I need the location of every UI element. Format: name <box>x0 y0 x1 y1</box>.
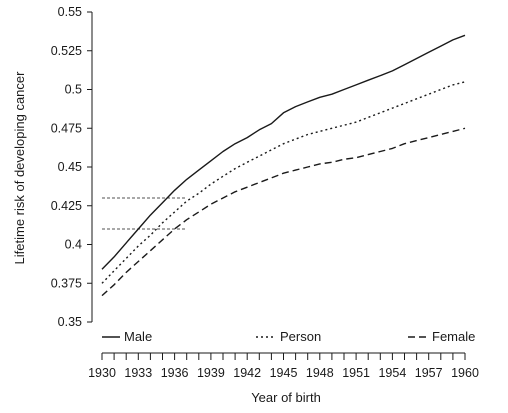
x-tick-label: 1930 <box>88 366 116 380</box>
x-tick-label: 1933 <box>124 366 152 380</box>
x-tick-label: 1939 <box>197 366 225 380</box>
y-axis-title: Lifetime risk of developing cancer <box>12 71 27 265</box>
series-line-female <box>101 127 466 297</box>
legend: Male Person Female <box>102 329 475 344</box>
reference-guides <box>102 197 187 230</box>
y-tick-label: 0.525 <box>51 44 82 58</box>
x-tick-label: 1936 <box>161 366 189 380</box>
x-tick-label: 1948 <box>306 366 334 380</box>
x-axis-title: Year of birth <box>251 390 321 405</box>
legend-label-female: Female <box>432 329 475 344</box>
legend-label-male: Male <box>124 329 152 344</box>
series-lines <box>101 34 466 297</box>
series-line-person <box>101 81 466 284</box>
y-tick-label: 0.45 <box>58 160 82 174</box>
y-tick-label: 0.4 <box>65 238 82 252</box>
x-tick-label: 1954 <box>378 366 406 380</box>
x-tick-label: 1942 <box>233 366 261 380</box>
y-tick-label: 0.475 <box>51 121 82 135</box>
y-tick-label: 0.425 <box>51 199 82 213</box>
y-axis: 0.35 0.375 0.4 0.425 0.45 0.475 0.5 0.525 0.55 <box>51 5 93 329</box>
y-tick-label: 0.375 <box>51 276 82 290</box>
series-line-male <box>101 34 466 270</box>
x-tick-label: 1945 <box>270 366 298 380</box>
y-tick-label: 0.55 <box>58 5 82 19</box>
legend-label-person: Person <box>280 329 321 344</box>
x-tick-label: 1960 <box>451 366 479 380</box>
x-tick-label: 1951 <box>342 366 370 380</box>
x-axis: 1930 1933 1936 1939 1942 1945 1948 1951 1954 1957… <box>88 352 479 380</box>
y-tick-label: 0.5 <box>65 83 82 97</box>
y-tick-label: 0.35 <box>58 315 82 329</box>
x-tick-label: 1957 <box>415 366 443 380</box>
